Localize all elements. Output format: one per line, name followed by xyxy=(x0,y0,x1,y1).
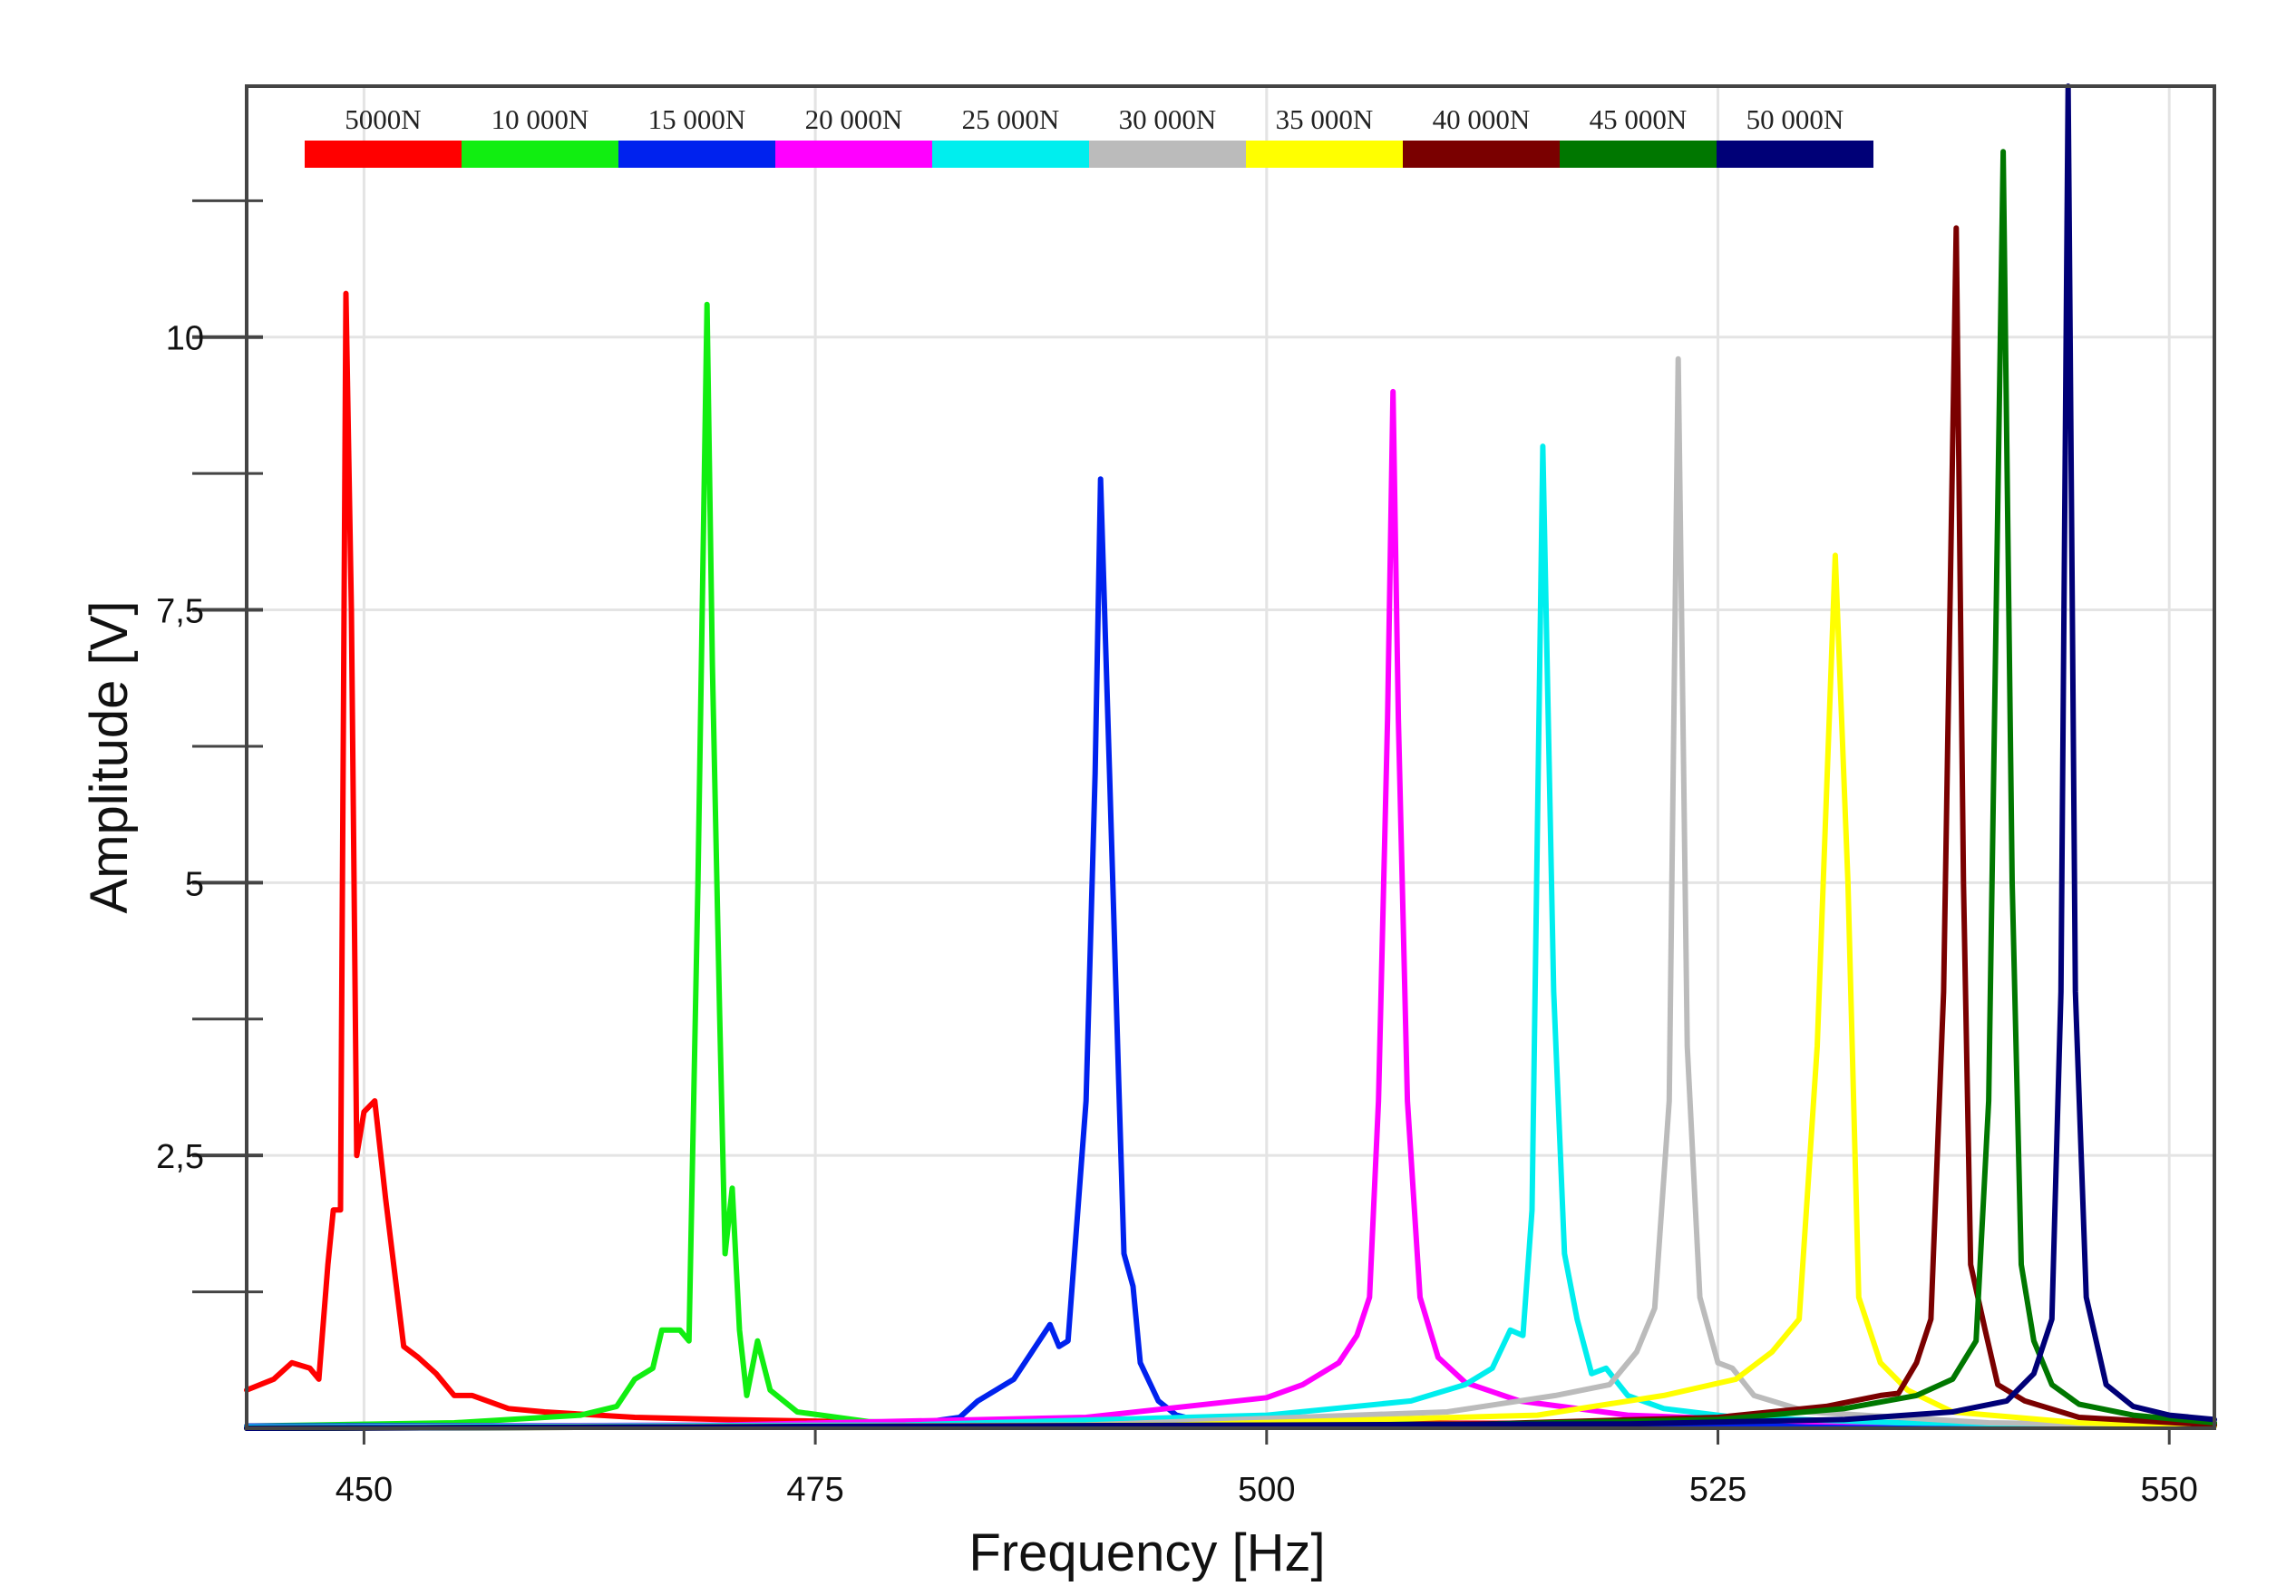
series-line-3 xyxy=(244,476,2217,1429)
legend: 5000N 10 000N 15 000N 20 000N 25 000N 30 000N… xyxy=(305,103,1873,168)
x-tick-label: 500 xyxy=(1238,1471,1295,1509)
legend-swatch-9 xyxy=(1560,141,1717,168)
legend-label-7: 35 000N xyxy=(1276,103,1374,135)
legend-swatch-8 xyxy=(1403,141,1560,168)
legend-swatch-5 xyxy=(932,141,1089,168)
x-tick-label: 475 xyxy=(786,1471,843,1509)
legend-label-2: 10 000N xyxy=(491,103,589,135)
legend-swatch-6 xyxy=(1089,141,1246,168)
legend-label-4: 20 000N xyxy=(805,103,903,135)
series-line-10 xyxy=(244,83,2217,1431)
y-tick-label: 7,5 xyxy=(156,593,204,631)
legend-label-1: 5000N xyxy=(345,103,421,135)
x-axis-ticks: 450 475 500 525 550 xyxy=(336,1428,2198,1509)
legend-swatch-1 xyxy=(305,141,462,168)
y-tick-label: 10 xyxy=(166,320,204,358)
legend-swatch-3 xyxy=(618,141,775,168)
legend-swatch-7 xyxy=(1246,141,1403,168)
legend-label-5: 25 000N xyxy=(962,103,1060,135)
y-tick-label: 2,5 xyxy=(156,1138,204,1176)
series-curves xyxy=(244,83,2217,1431)
legend-swatch-4 xyxy=(775,141,932,168)
legend-label-3: 15 000N xyxy=(648,103,746,135)
series-line-5 xyxy=(244,443,2217,1430)
legend-label-6: 30 000N xyxy=(1119,103,1217,135)
series-line-2 xyxy=(244,301,2217,1429)
y-tick-label: 5 xyxy=(185,865,204,903)
series-line-6 xyxy=(244,355,2217,1431)
series-line-4 xyxy=(244,388,2217,1430)
legend-swatch-2 xyxy=(462,141,618,168)
legend-label-8: 40 000N xyxy=(1433,103,1531,135)
series-line-1 xyxy=(244,290,2217,1427)
x-tick-label: 525 xyxy=(1689,1471,1746,1509)
x-tick-label: 550 xyxy=(2141,1471,2198,1509)
legend-swatch-10 xyxy=(1717,141,1873,168)
series-line-8 xyxy=(244,225,2217,1431)
grid-lines xyxy=(247,86,2214,1428)
series-line-9 xyxy=(244,149,2217,1431)
y-axis-label: Amplitude [V] xyxy=(80,601,139,914)
legend-label-10: 50 000N xyxy=(1746,103,1844,135)
x-tick-label: 450 xyxy=(336,1471,393,1509)
series-line-7 xyxy=(244,552,2217,1431)
x-axis-label: Frequency [Hz] xyxy=(968,1523,1325,1582)
plot-frame xyxy=(245,84,2216,1430)
legend-label-9: 45 000N xyxy=(1590,103,1688,135)
y-axis-ticks: 2,5 5 7,5 10 xyxy=(156,199,263,1294)
